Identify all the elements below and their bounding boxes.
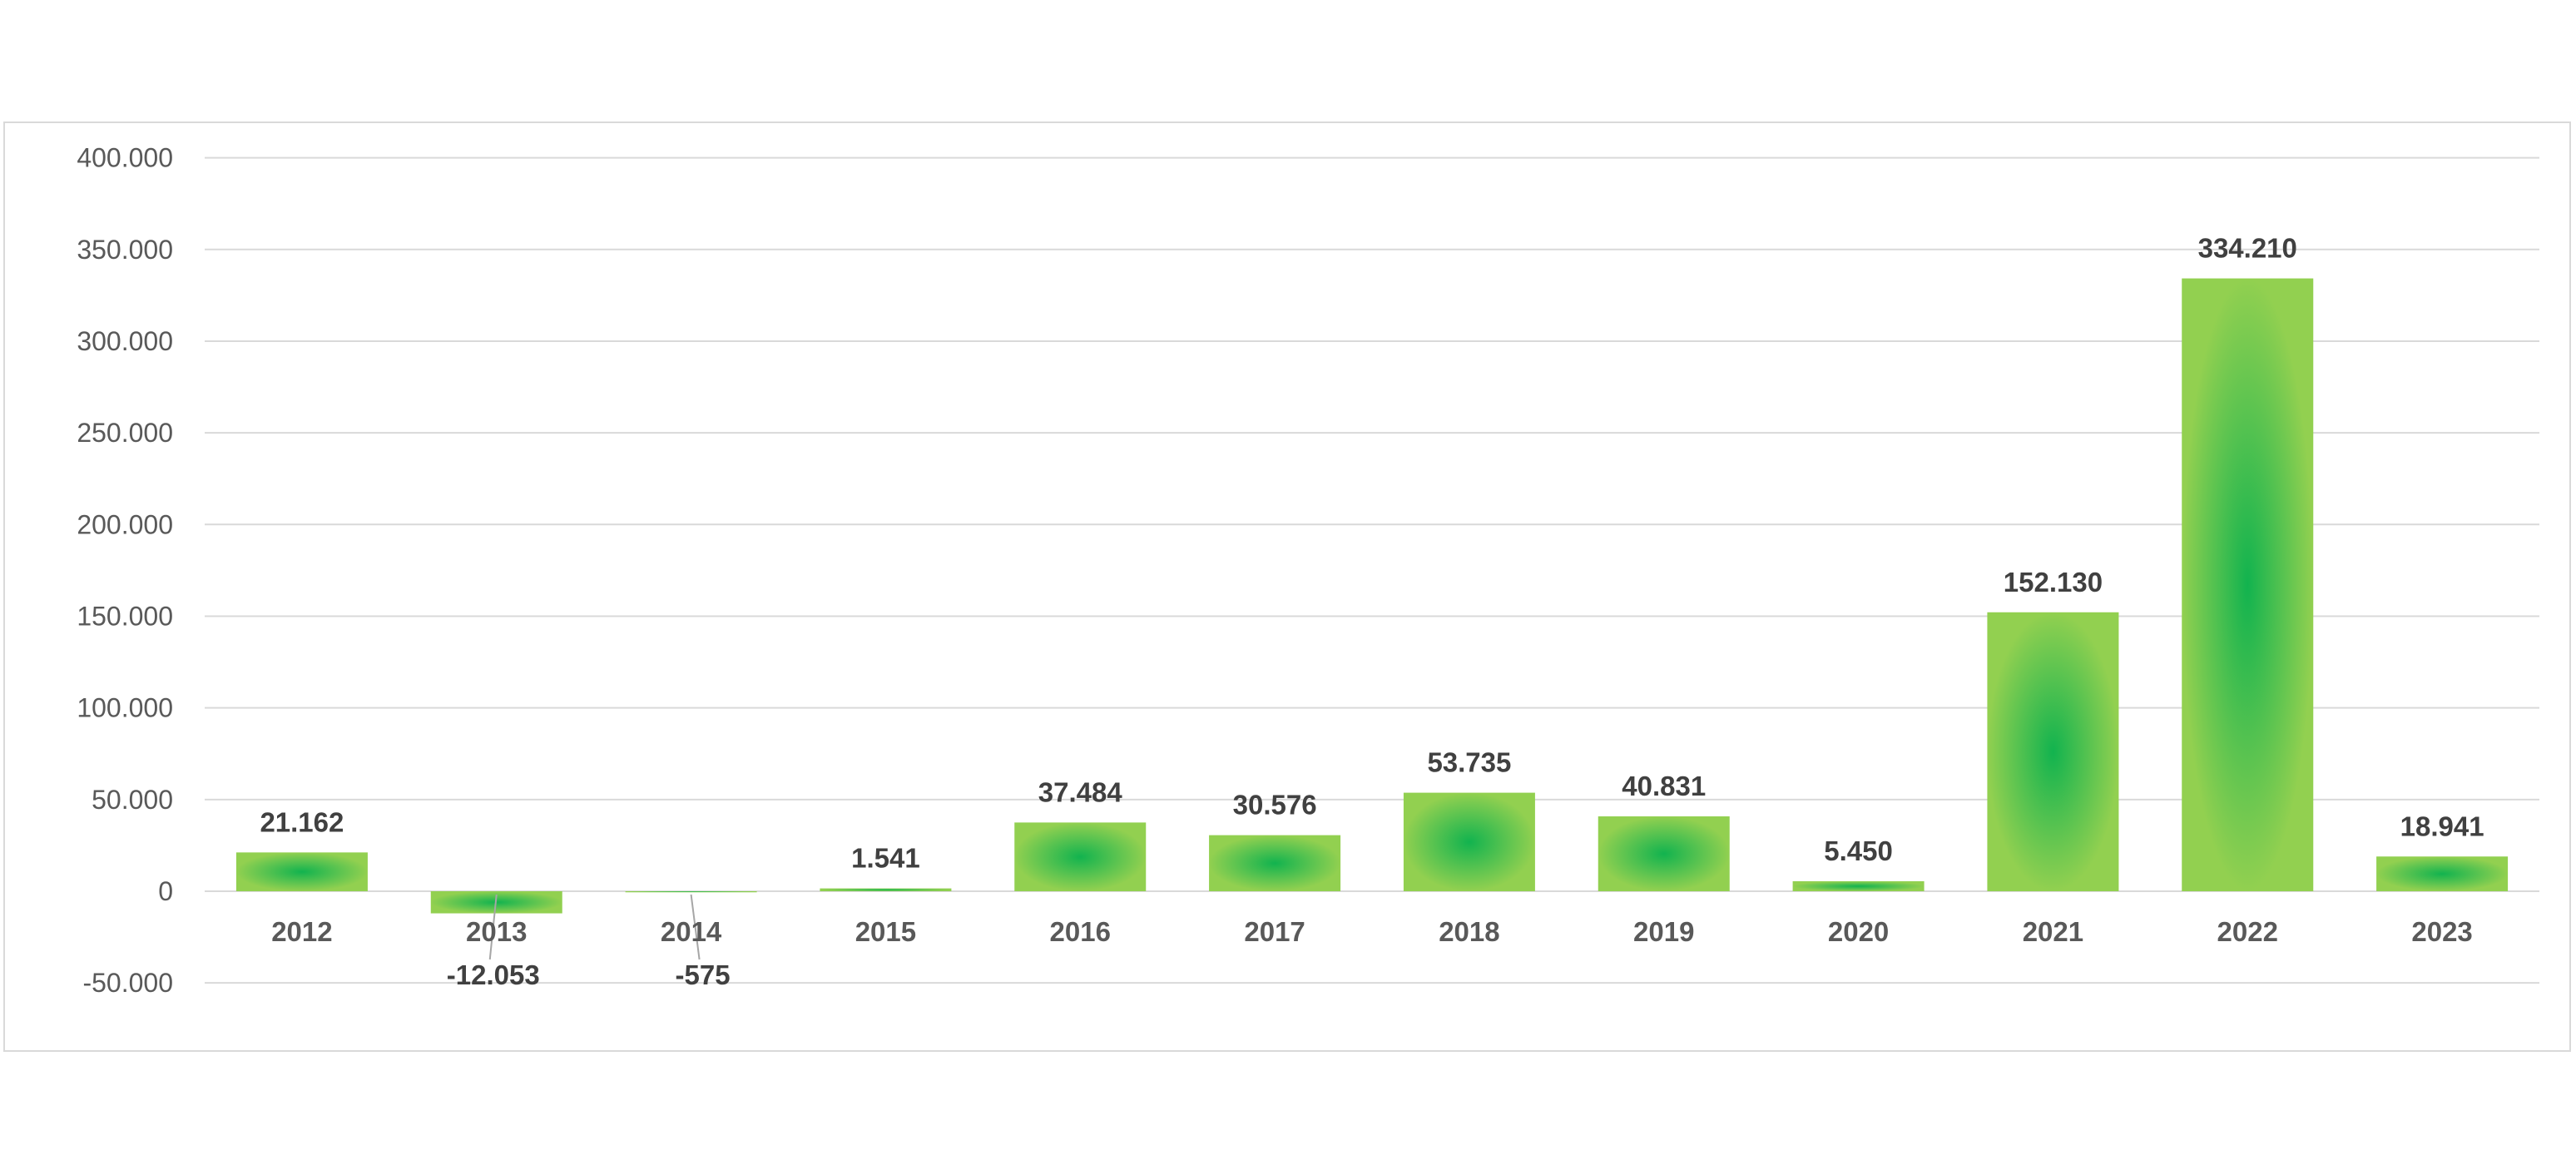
data-label: -575 <box>676 959 731 990</box>
leader-lines <box>488 894 701 960</box>
category-label: 2014 <box>661 916 722 947</box>
y-tick-label: 0 <box>158 876 173 906</box>
y-tick-label: 250.000 <box>77 418 173 448</box>
data-label: 1.541 <box>851 843 920 874</box>
data-label: 53.735 <box>1427 747 1511 778</box>
data-label: 40.831 <box>1622 771 1706 801</box>
data-label: -12.053 <box>447 959 540 990</box>
data-label: 18.941 <box>2400 811 2484 841</box>
category-label: 2015 <box>855 916 916 947</box>
leader-line <box>690 894 701 960</box>
x-axis-category-labels: 2012 2013 2014 2015 2016 2017 2018 2019 2020 2021… <box>271 916 2473 947</box>
category-label: 2018 <box>1439 916 1499 947</box>
leader-line <box>488 894 498 960</box>
bar-2022 <box>2182 278 2314 892</box>
y-tick-label: 200.000 <box>77 509 173 539</box>
y-axis-tick-labels: -50.000 0 50.000 100.000 150.000 200.000 250.0… <box>77 143 173 999</box>
y-tick-label: 100.000 <box>77 693 173 723</box>
category-label: 2023 <box>2411 916 2472 947</box>
data-labels: 21.162 -12.053 -575 1.541 37.484 30.576 53.735… <box>260 233 2484 990</box>
bar-2021 <box>1987 612 2119 891</box>
bar-2012 <box>235 852 368 891</box>
bar-2018 <box>1403 792 1535 891</box>
bar-2020 <box>1792 880 1925 891</box>
category-label: 2017 <box>1244 916 1305 947</box>
y-tick-label: 350.000 <box>77 235 173 265</box>
bar-chart: -50.000 0 50.000 100.000 150.000 200.000 250.0… <box>77 143 2539 999</box>
data-label: 5.450 <box>1824 835 1893 866</box>
category-label: 2022 <box>2217 916 2278 947</box>
category-label: 2021 <box>2023 916 2083 947</box>
y-tick-label: 300.000 <box>77 326 173 356</box>
chart-frame: -50.000 0 50.000 100.000 150.000 200.000 250.0… <box>3 121 2571 1052</box>
category-label: 2019 <box>1633 916 1694 947</box>
y-tick-label: 50.000 <box>92 785 173 815</box>
data-label: 37.484 <box>1038 776 1123 807</box>
bar-2017 <box>1209 835 1341 891</box>
data-label: 30.576 <box>1233 790 1317 821</box>
bar-2015 <box>820 888 952 891</box>
data-label: 152.130 <box>2004 567 2103 597</box>
category-label: 2012 <box>271 916 332 947</box>
data-label: 21.162 <box>260 806 344 837</box>
bar-2014 <box>625 891 757 893</box>
category-label: 2016 <box>1050 916 1111 947</box>
data-label: 334.210 <box>2198 233 2297 264</box>
y-tick-label: 400.000 <box>77 143 173 173</box>
bar-2016 <box>1014 822 1147 891</box>
y-tick-label: -50.000 <box>82 968 173 998</box>
bars <box>235 278 2509 914</box>
gridlines <box>205 156 2539 984</box>
category-label: 2013 <box>466 916 527 947</box>
bar-2019 <box>1598 816 1730 891</box>
category-label: 2020 <box>1828 916 1889 947</box>
y-tick-label: 150.000 <box>77 601 173 631</box>
bar-2023 <box>2376 856 2509 891</box>
